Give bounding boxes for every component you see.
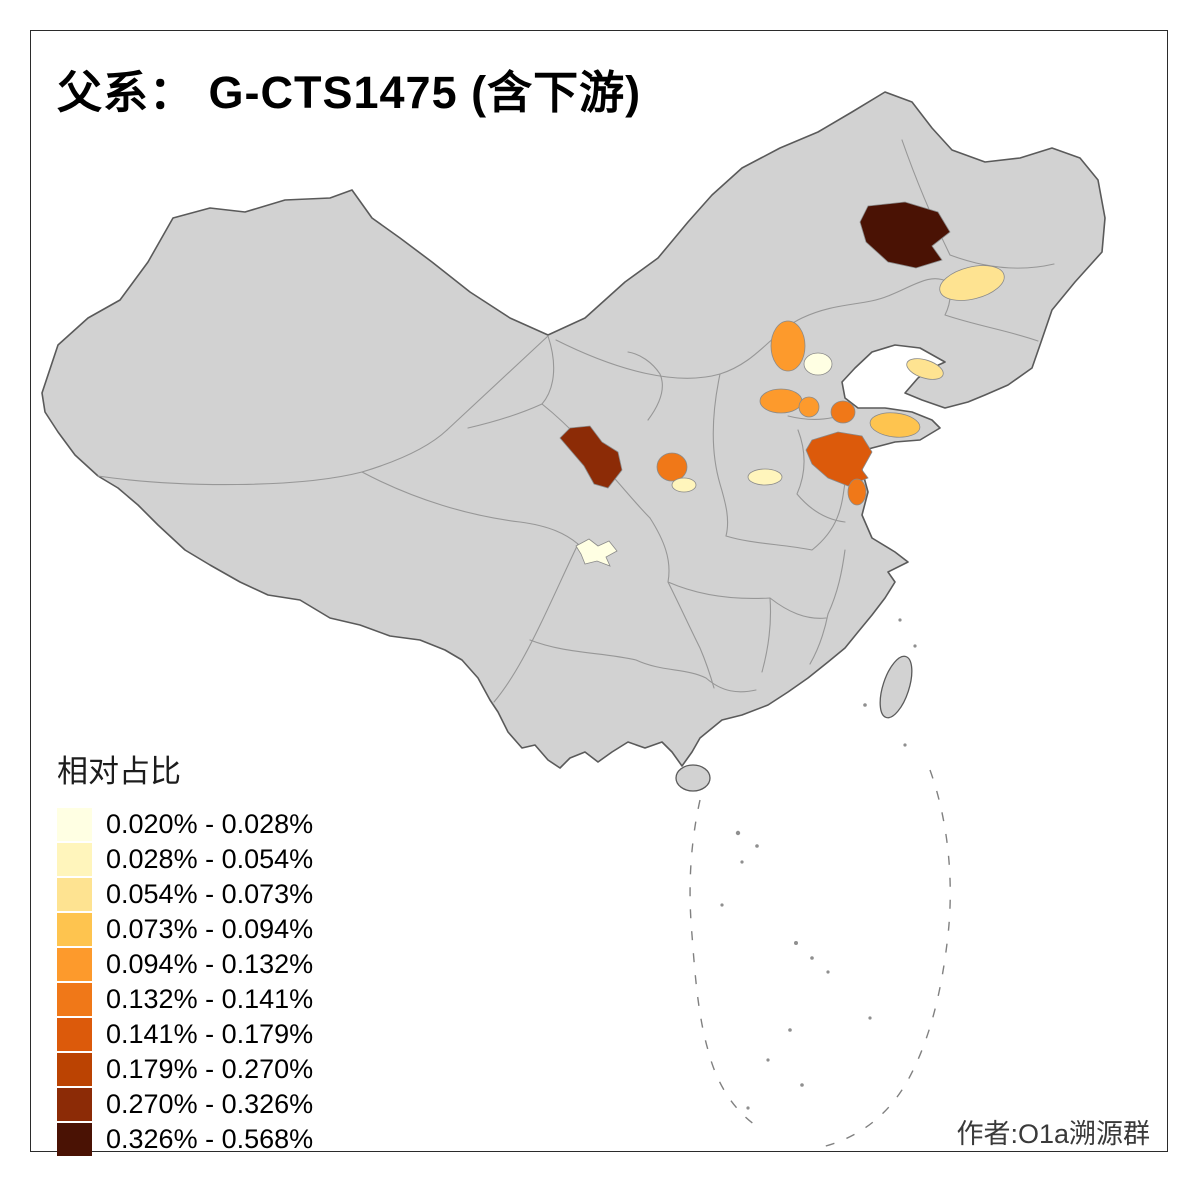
highlighted-region xyxy=(847,478,867,506)
legend-label: 0.073% - 0.094% xyxy=(106,914,314,944)
south-china-sea-islands xyxy=(720,618,917,1110)
highlighted-region xyxy=(656,452,688,482)
legend-swatch xyxy=(57,1123,92,1156)
legend-swatch xyxy=(57,808,92,841)
highlighted-region xyxy=(869,412,921,438)
hainan-island xyxy=(675,764,711,792)
legend-row: 0.179% - 0.270% xyxy=(57,1052,313,1087)
legend-swatch xyxy=(57,948,92,981)
highlighted-region xyxy=(798,396,820,418)
legend-label: 0.094% - 0.132% xyxy=(106,949,314,979)
legend-label: 0.326% - 0.568% xyxy=(106,1124,314,1154)
legend-label: 0.132% - 0.141% xyxy=(106,984,314,1014)
map-title: 父系： G-CTS1475 (含下游) xyxy=(57,67,642,118)
highlighted-region xyxy=(770,320,806,372)
legend-row: 0.141% - 0.179% xyxy=(57,1017,313,1052)
author-credit: 作者:O1a溯源群 xyxy=(956,1119,1150,1149)
highlighted-region xyxy=(859,201,951,269)
highlighted-region xyxy=(906,358,944,380)
highlighted-region xyxy=(559,425,623,489)
legend-swatch xyxy=(57,843,92,876)
highlighted-region xyxy=(747,468,783,486)
legend-label: 0.141% - 0.179% xyxy=(106,1019,314,1049)
legend-swatch xyxy=(57,1088,92,1121)
highlighted-region xyxy=(939,265,1005,301)
highlighted-region xyxy=(805,431,873,487)
legend-swatch xyxy=(57,1053,92,1086)
legend-swatch xyxy=(57,983,92,1016)
legend-row: 0.020% - 0.028% xyxy=(57,807,313,842)
legend-label: 0.179% - 0.270% xyxy=(106,1054,314,1084)
legend-label: 0.270% - 0.326% xyxy=(106,1089,314,1119)
legend-row: 0.094% - 0.132% xyxy=(57,947,313,982)
legend-row: 0.132% - 0.141% xyxy=(57,982,313,1017)
legend-row: 0.326% - 0.568% xyxy=(57,1122,313,1157)
legend-label: 0.028% - 0.054% xyxy=(106,844,314,874)
legend-swatch xyxy=(57,913,92,946)
highlighted-region xyxy=(575,538,618,567)
highlighted-region xyxy=(803,352,833,376)
taiwan-island xyxy=(879,655,913,719)
nine-dash-line xyxy=(689,769,951,1148)
legend-row: 0.073% - 0.094% xyxy=(57,912,313,947)
legend-row: 0.054% - 0.073% xyxy=(57,877,313,912)
legend-label: 0.020% - 0.028% xyxy=(106,809,314,839)
legend-row: 0.270% - 0.326% xyxy=(57,1087,313,1122)
legend-swatch xyxy=(57,1018,92,1051)
legend-swatch xyxy=(57,878,92,911)
highlighted-region xyxy=(671,477,697,493)
highlighted-regions-layer xyxy=(559,201,1005,567)
highlighted-region xyxy=(759,388,803,414)
legend-label: 0.054% - 0.073% xyxy=(106,879,314,909)
legend-items: 0.020% - 0.028% 0.028% - 0.054% 0.054% - 0… xyxy=(57,807,313,1157)
legend: 相对占比 0.020% - 0.028% 0.028% - 0.054% 0.054… xyxy=(57,746,313,1157)
highlighted-region xyxy=(830,400,856,424)
legend-title: 相对占比 xyxy=(57,754,181,789)
legend-row: 0.028% - 0.054% xyxy=(57,842,313,877)
